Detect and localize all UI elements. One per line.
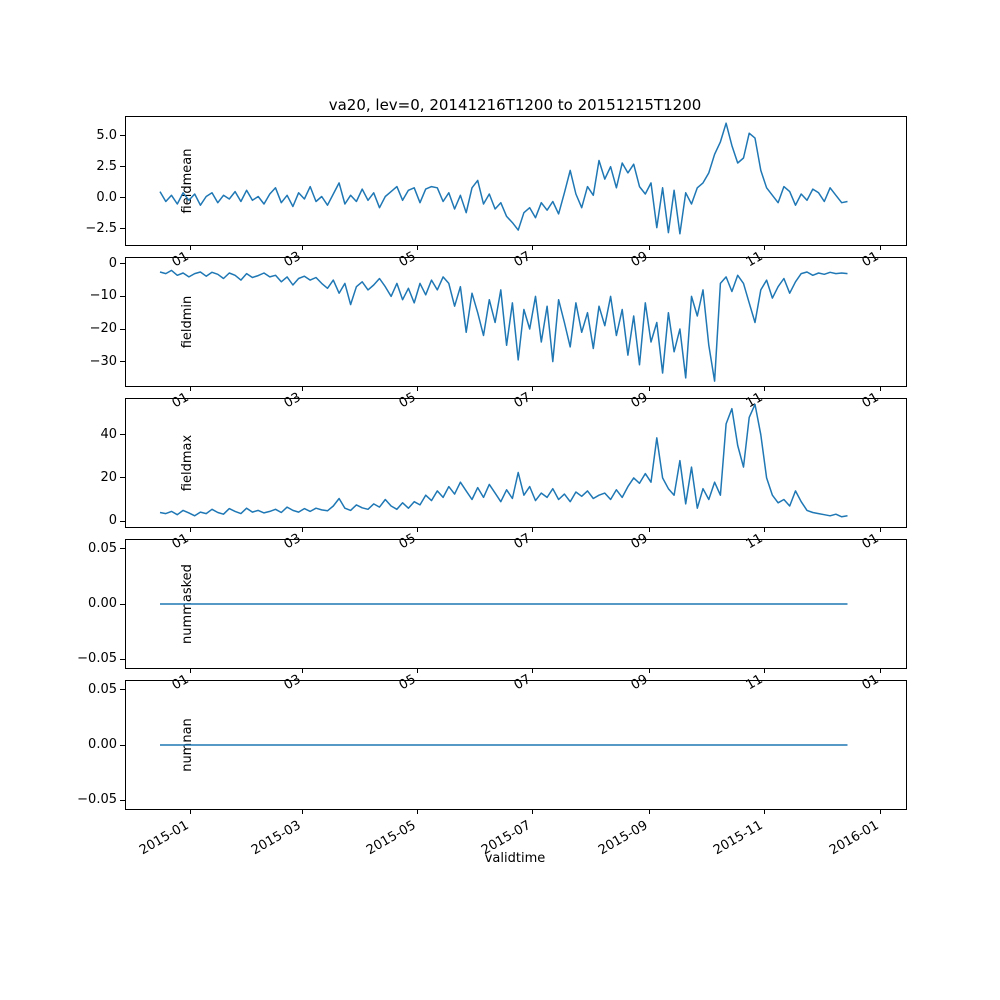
x-tick-mark [190,669,192,673]
x-tick-mark [532,387,534,391]
line-series-numnan [160,744,848,746]
x-tick-mark [416,669,418,673]
x-tick-mark [764,528,766,532]
y-tick-label: −0.05 [77,792,117,808]
y-tick-mark [120,548,125,550]
x-tick-mark [649,387,651,391]
y-tick-mark [120,228,125,230]
line-series-nummasked [160,603,848,605]
subplot-fieldmin: fieldmin 0 −10 −20 −30 01 03 05 07 09 11 01 [0,256,1000,411]
x-tick-mark [190,528,192,532]
y-tick-label: −20 [89,321,117,336]
y-tick-label: 0 [108,255,117,271]
x-tick-mark [649,246,651,250]
x-tick-mark [301,810,303,814]
axes-nummasked: nummasked 0.05 0.00 −0.05 01 03 05 07 09 11 01 [77,539,907,693]
y-tick-label: 0 [108,513,117,529]
x-tick-mark [301,387,303,391]
subplot-fieldmean: fieldmean 5.0 2.5 0.0 −2.5 01 03 05 07 09 11 01 [0,116,1000,270]
y-tick-label: −2.5 [85,220,117,236]
x-tick-mark [416,387,418,391]
y-tick-mark [120,361,125,363]
y-tick-label: 40 [100,426,117,442]
y-tick-label: 2.5 [96,158,117,174]
line-series-fieldmin [159,269,848,382]
subplot-fieldmax: fieldmax 0 20 40 01 03 05 07 09 11 01 [0,398,1000,552]
y-tick-label: −0.05 [77,651,117,667]
y-tick-label: −30 [89,353,117,369]
y-tick-mark [120,799,125,801]
y-tick-label: 0.05 [88,681,117,697]
y-tick-mark [120,477,125,479]
y-tick-label: 20 [100,469,117,485]
axes-fieldmax: fieldmax 0 20 40 01 03 05 07 09 11 01 [100,398,907,552]
x-tick-mark [879,246,881,250]
y-tick-label: 0.0 [96,189,117,205]
chart-title: va20, lev=0, 20141216T1200 to 20151215T1… [328,96,702,114]
x-tick-mark [532,528,534,532]
y-tick-mark [120,197,125,199]
x-tick-mark [190,810,192,814]
x-tick-mark [764,810,766,814]
y-tick-label: −10 [89,288,117,304]
x-tick-mark [879,528,881,532]
x-tick-mark [532,246,534,250]
x-tick-mark [764,387,766,391]
axes-numnan: numnan 0.05 0.00 −0.05 2015-01 2015-03 2015-0… [77,680,907,858]
y-tick-label: 5.0 [96,127,117,143]
y-tick-mark [120,328,125,330]
x-tick-mark [532,669,534,673]
y-tick-mark [120,658,125,660]
x-tick-mark [190,246,192,250]
x-tick-mark [416,810,418,814]
x-tick-mark [649,810,651,814]
y-tick-label: 0.00 [88,737,117,752]
line-series-fieldmean [159,122,848,235]
x-tick-mark [190,387,192,391]
x-tick-mark [416,246,418,250]
y-tick-mark [120,744,125,746]
subplot-nummasked: nummasked 0.05 0.00 −0.05 01 03 05 07 09 11 01 [0,539,1000,693]
x-tick-mark [649,669,651,673]
x-tick-mark [416,528,418,532]
x-axis-label: validtime [484,851,546,866]
y-tick-mark [120,135,125,137]
x-tick-mark [764,246,766,250]
y-tick-mark [120,295,125,297]
x-tick-mark [879,810,881,814]
line-series-fieldmax [159,403,848,518]
y-tick-mark [120,689,125,691]
x-tick-mark [532,810,534,814]
y-tick-mark [120,166,125,168]
x-tick-mark [301,528,303,532]
y-tick-label: 0.05 [88,540,117,556]
axes-fieldmin: fieldmin 0 −10 −20 −30 01 03 05 07 09 11 01 [90,256,907,411]
y-tick-mark [120,520,125,522]
x-tick-mark [301,669,303,673]
x-tick-mark [879,669,881,673]
x-tick-mark [649,528,651,532]
y-tick-mark [120,434,125,436]
axes-fieldmean: fieldmean 5.0 2.5 0.0 −2.5 01 03 05 07 09 11 01 [85,116,907,270]
subplot-numnan: numnan 0.05 0.00 −0.05 2015-01 2015-03 2015-0… [0,680,1000,858]
y-tick-label: 0.00 [88,596,117,611]
x-tick-mark [879,387,881,391]
x-tick-mark [301,246,303,250]
x-tick-mark [764,669,766,673]
y-tick-mark [120,263,125,265]
y-tick-mark [120,603,125,605]
